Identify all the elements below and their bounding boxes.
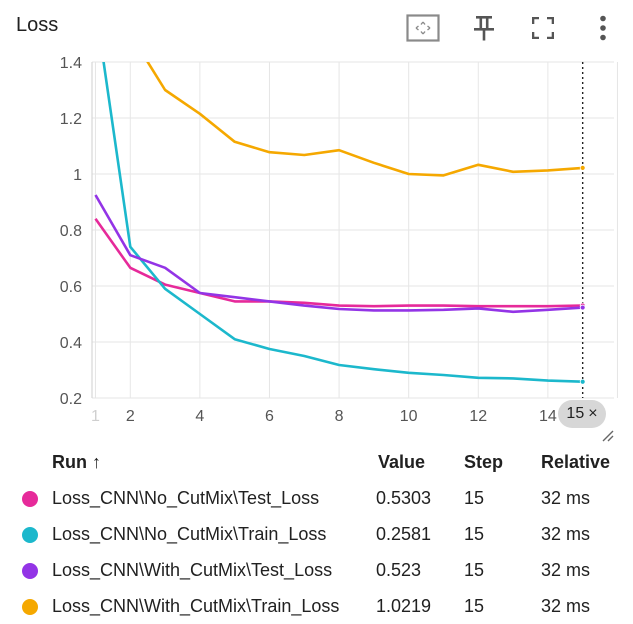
run-relative: 32 ms: [541, 488, 591, 508]
column-header-value[interactable]: Value: [378, 452, 426, 472]
column-header-relative[interactable]: Relative: [541, 452, 611, 472]
run-relative: 32 ms: [541, 560, 591, 580]
series-color-dot: [22, 491, 38, 507]
table-row[interactable]: Loss_CNN\No_CutMix\Train_Loss 0.2581 15 …: [0, 516, 633, 552]
fullscreen-button[interactable]: [525, 10, 561, 46]
fit-domain-button[interactable]: [405, 10, 441, 46]
hover-point: [579, 304, 586, 311]
series-line[interactable]: [94, 218, 583, 308]
column-header-run[interactable]: Run ↑: [52, 452, 101, 472]
y-tick-label: 1.4: [60, 56, 82, 72]
y-tick-label: 0.2: [60, 391, 82, 408]
y-tick-label: 1.2: [60, 111, 82, 128]
run-name: Loss_CNN\With_CutMix\Test_Loss: [52, 560, 333, 580]
x-tick-label: 1: [91, 408, 100, 425]
run-step: 15: [464, 596, 485, 616]
y-tick-label: 0.6: [60, 279, 82, 296]
run-step: 15: [464, 524, 485, 544]
run-value: 0.5303: [376, 488, 432, 508]
x-tick-label: 10: [400, 408, 418, 425]
run-name: Loss_CNN\No_CutMix\Test_Loss: [52, 488, 320, 508]
more-options-button[interactable]: [585, 10, 621, 46]
hover-point: [579, 378, 586, 385]
run-step: 15: [464, 488, 485, 508]
series-line[interactable]: [96, 56, 583, 383]
series-color-dot: [22, 563, 38, 579]
fullscreen-icon: [532, 17, 554, 39]
x-tick-label: 2: [126, 408, 135, 425]
table-row[interactable]: Loss_CNN\With_CutMix\Test_Loss 0.523 15 …: [0, 552, 633, 588]
loss-line-chart[interactable]: 0.20.40.60.811.21.41 2 4 6 8 10 12 14: [0, 55, 633, 446]
column-header-step[interactable]: Step: [464, 452, 504, 472]
series-color-dot: [22, 527, 38, 543]
y-tick-label: 0.8: [60, 223, 82, 240]
table-row[interactable]: Loss_CNN\No_CutMix\Test_Loss 0.5303 15 3…: [0, 480, 633, 516]
chart-area[interactable]: 0.2 0.4 0.6 0.8 1 1.2 1.4 1 2 4 6 8 10 12 14: [0, 55, 633, 446]
close-icon[interactable]: ×: [588, 405, 598, 422]
resize-handle-icon[interactable]: [600, 428, 614, 442]
run-value: 0.2581: [376, 524, 432, 544]
run-relative: 32 ms: [541, 596, 591, 616]
pin-button[interactable]: [466, 10, 502, 46]
x-tick-label: 8: [335, 408, 344, 425]
run-value: 1.0219: [376, 596, 432, 616]
table-row[interactable]: Loss_CNN\With_CutMix\Train_Loss 1.0219 1…: [0, 588, 633, 624]
run-step: 15: [464, 560, 485, 580]
hover-step-badge[interactable]: 15 ×: [558, 400, 606, 428]
x-tick-label: 12: [469, 408, 487, 425]
run-value: 0.523: [376, 560, 422, 580]
x-tick-label: 4: [195, 408, 204, 425]
series-line[interactable]: [130, 56, 583, 177]
run-name: Loss_CNN\No_CutMix\Train_Loss: [52, 524, 327, 544]
card-header: Loss: [0, 0, 633, 56]
x-tick-label: 14: [539, 408, 557, 425]
more-vert-icon: [600, 15, 606, 41]
x-tick-label: 6: [265, 408, 274, 425]
fit-domain-icon: [406, 14, 440, 42]
pin-icon: [474, 16, 494, 41]
series-group: [94, 56, 583, 383]
y-tick-label: 1: [73, 167, 82, 184]
card-title: Loss: [16, 14, 59, 36]
hover-step-label: 15: [566, 405, 585, 422]
series-color-dot: [22, 599, 38, 615]
series-line[interactable]: [94, 194, 583, 314]
hover-point: [579, 164, 586, 171]
y-tick-label: 0.4: [60, 335, 82, 352]
run-relative: 32 ms: [541, 524, 591, 544]
run-name: Loss_CNN\With_CutMix\Train_Loss: [52, 596, 340, 616]
